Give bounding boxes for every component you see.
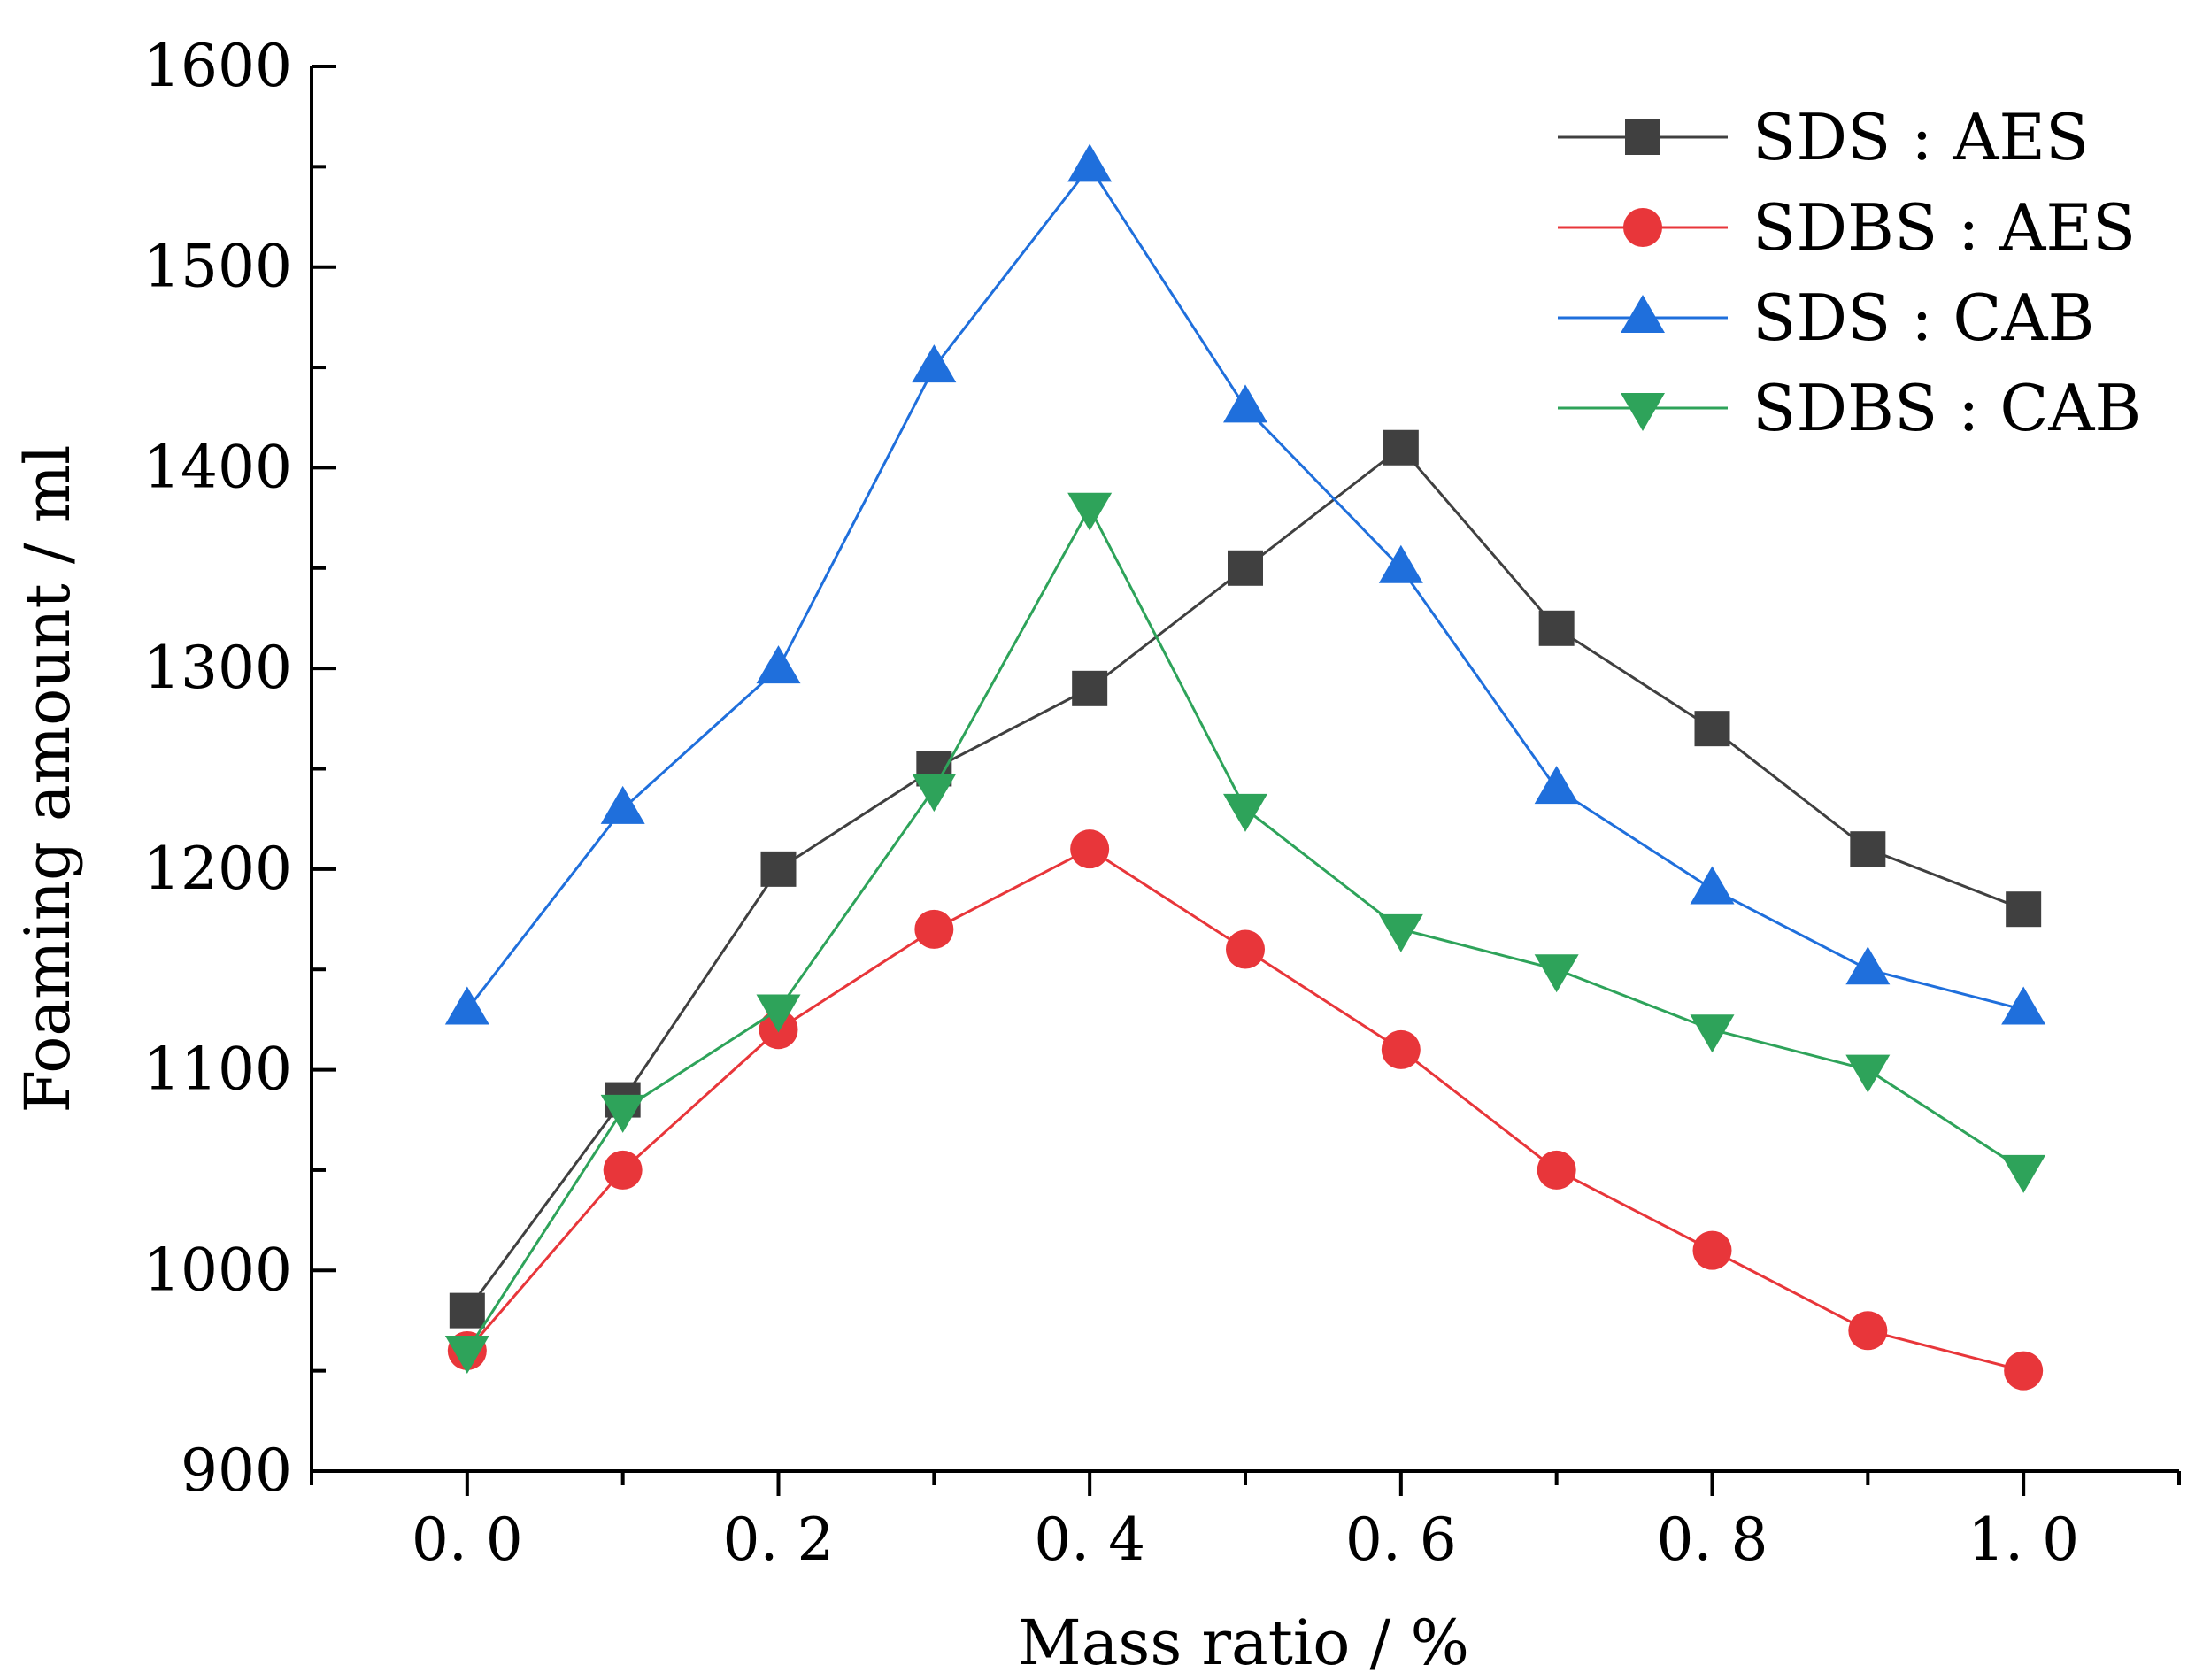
data-point [1850,831,1886,867]
x-tick-label: 0. 6 [1345,1506,1457,1574]
data-point [603,1150,643,1190]
data-point [2001,1154,2046,1193]
axis-lines [310,66,2179,1473]
legend-label: SDBS : AES [1752,190,2136,265]
data-point [914,909,954,949]
data-point [1067,143,1113,182]
data-point [2006,891,2042,928]
data-point [1228,550,1263,586]
y-tick-label: 900 [181,1437,292,1505]
data-point [756,994,801,1033]
legend-marker [1625,119,1660,155]
legend: SDS : AES SDBS : AES SDS : CAB SDBS : CAB [1558,100,2141,445]
legend-item: SDS : CAB [1558,281,2094,355]
series-line [466,847,2024,1373]
data-point [1072,670,1108,706]
data-point [1223,793,1267,832]
data-point [1845,1054,1891,1093]
data-point [449,1292,485,1329]
data-point [1692,1230,1732,1270]
data-point [1690,866,1735,905]
data-point [1378,544,1423,583]
x-tick-label: 0. 2 [723,1506,835,1574]
x-tick-label: 0. 4 [1034,1506,1145,1574]
data-point [444,1335,489,1374]
legend-marker [1621,295,1665,333]
y-tick-label: 1400 [143,433,292,501]
y-tick-label: 1600 [143,32,292,100]
data-point [600,1094,645,1133]
data-point [1690,1014,1735,1053]
data-point [600,785,645,824]
y-tick-label: 1200 [143,835,292,903]
y-tick-label: 1000 [143,1236,292,1304]
legend-label: SDS : AES [1752,100,2089,174]
legend-marker [1623,208,1662,247]
legend-label: SDBS : CAB [1752,371,2141,445]
data-point [1378,913,1423,952]
data-point [1226,929,1265,969]
data-point [1383,429,1419,466]
data-point [2004,1351,2044,1391]
data-point [1223,384,1267,423]
series-1 [447,829,2044,1391]
data-point [912,774,957,813]
data-point [1538,610,1575,646]
series-3 [444,492,2046,1374]
data-point [1067,492,1113,531]
data-point [1070,829,1110,869]
data-point [1848,1311,1888,1351]
data-point [760,851,797,887]
legend-label: SDS : CAB [1752,281,2094,355]
y-axis-title: Foaming amount / ml [12,445,84,1114]
data-point [1537,1150,1576,1190]
y-tick-label: 1100 [143,1036,292,1104]
legend-item: SDBS : AES [1558,190,2136,265]
legend-item: SDBS : CAB [1558,371,2141,445]
series-layer [444,143,2046,1391]
x-axis-title: Mass ratio / % [1018,1607,1469,1679]
data-point [756,645,801,684]
data-point [1381,1029,1421,1069]
x-tick-label: 0. 0 [412,1506,523,1574]
y-tick-label: 1300 [143,634,292,702]
x-tick-label: 1. 0 [1968,1506,2079,1574]
data-point [444,986,489,1025]
legend-item: SDS : AES [1558,100,2089,174]
data-point [1694,711,1730,747]
legend-marker [1621,393,1665,431]
data-point [1845,946,1891,985]
data-point [912,344,957,383]
data-point [1534,766,1579,805]
y-tick-label: 1500 [143,233,292,301]
axes: 900 1000 1100 1200 1300 1400 1500 1600 0. 0 0. 2 0… [143,32,2181,1574]
data-point [1534,954,1579,993]
series-2 [444,143,2046,1025]
x-tick-label: 0. 8 [1657,1506,1768,1574]
series-0 [449,429,2042,1329]
data-point [2001,986,2046,1025]
